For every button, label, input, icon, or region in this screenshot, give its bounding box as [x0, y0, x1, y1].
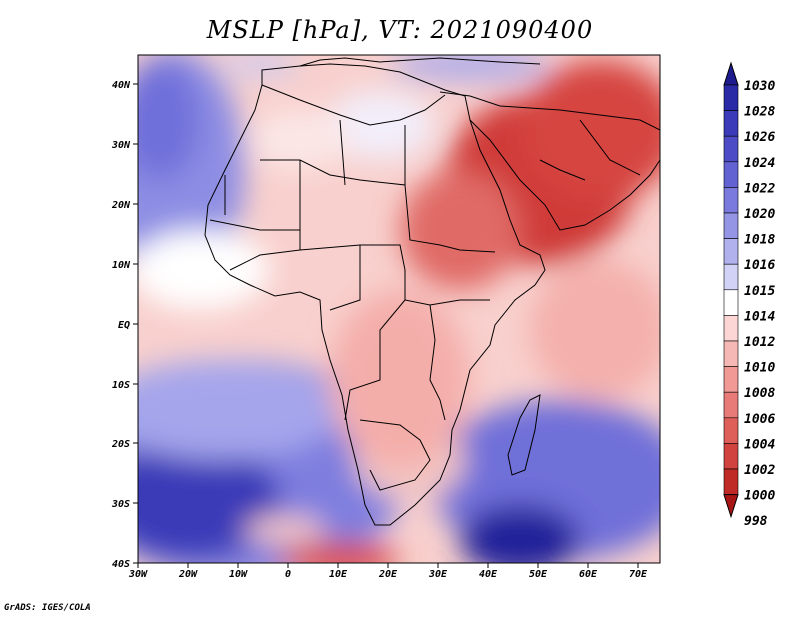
lon-tick-label: 50E [529, 569, 548, 580]
colorbar-swatch [723, 212, 739, 239]
lon-tick-label: 40E [479, 569, 498, 580]
lon-tick-label: 20W [178, 569, 198, 580]
lon-tick-label: 70E [629, 569, 648, 580]
colorbar-swatch [723, 238, 739, 265]
colorbar-swatch [723, 263, 739, 291]
colorbar-swatch [723, 417, 739, 444]
latitude-axis: 40N 30N 20N 10N EQ 10S 20S 30S 40S [111, 80, 131, 570]
colorbar-swatch [723, 315, 739, 342]
colorbar-label: 1018 [744, 233, 775, 248]
colorbar-label: 1008 [744, 386, 775, 401]
lat-tick-label: 30S [111, 499, 130, 510]
colorbar-swatch [723, 161, 739, 188]
colorbar-swatch [723, 340, 739, 367]
colorbar-label: 1014 [744, 309, 775, 324]
colorbar-swatch [723, 135, 739, 163]
lat-tick-label: 10S [112, 380, 130, 391]
lat-tick-label: 10N [112, 260, 131, 271]
longitude-axis: 30W 20W 10W 0 10E 20E 30E 40E 50E 60E 70… [128, 569, 648, 580]
colorbar-min-arrow [723, 494, 739, 519]
lon-tick-label: 10E [329, 569, 348, 580]
lat-tick-label: 40N [112, 80, 131, 91]
colorbar-swatch [723, 187, 739, 214]
colorbar-label: 1015 [744, 284, 775, 299]
lon-tick-label: 30W [128, 569, 148, 580]
lon-tick-label: 30E [428, 569, 448, 580]
colorbar-label: 1028 [744, 105, 775, 120]
map-frame [137, 54, 661, 564]
lon-tick-label: 10W [229, 569, 248, 580]
colorbar-label: 1000 [744, 489, 775, 504]
pressure-field [138, 55, 660, 563]
lat-tick-label: 40S [112, 559, 130, 570]
colorbar-label: 1006 [744, 412, 775, 427]
colorbar-label: 1020 [744, 207, 775, 222]
lon-tick-label: 0 [285, 569, 291, 580]
lon-tick-label: 20E [378, 569, 398, 580]
colorbar-swatch [723, 468, 739, 495]
colorbar-max-arrow [723, 61, 739, 86]
colorbar-label: 1030 [744, 79, 775, 94]
colorbar-label: 1012 [744, 335, 775, 350]
credit-text: GrADS: IGES/COLA [4, 603, 91, 613]
colorbar-swatch [723, 366, 739, 393]
colorbar-label: 1024 [744, 156, 775, 171]
map-title: MSLP [hPa], VT: 2021090400 [206, 16, 594, 44]
colorbar-swatch [723, 443, 739, 470]
colorbar-swatch [723, 84, 739, 111]
colorbar-swatch [723, 391, 739, 419]
colorbar-label: 1022 [744, 181, 775, 196]
colorbar-swatch [723, 289, 739, 316]
lat-tick-label: 20N [111, 200, 131, 211]
colorbar-label: 1002 [744, 463, 775, 478]
lat-tick-label: 20S [111, 439, 130, 450]
colorbar-label: 998 [744, 514, 768, 529]
lat-tick-label: 30N [111, 140, 131, 151]
coastlines [204, 57, 660, 526]
colorbar-label: 1004 [744, 437, 775, 452]
colorbar-label: 1016 [744, 258, 775, 273]
tick-marks [133, 83, 639, 568]
colorbar-swatch [723, 110, 739, 137]
colorbar-label: 1026 [744, 130, 775, 145]
colorbar: 1030 1028 1026 1024 1022 1020 1018 1016 1015 1014… [723, 61, 775, 529]
colorbar-label: 1010 [744, 361, 775, 376]
lon-tick-label: 60E [579, 569, 598, 580]
lat-tick-label: EQ [118, 320, 130, 331]
